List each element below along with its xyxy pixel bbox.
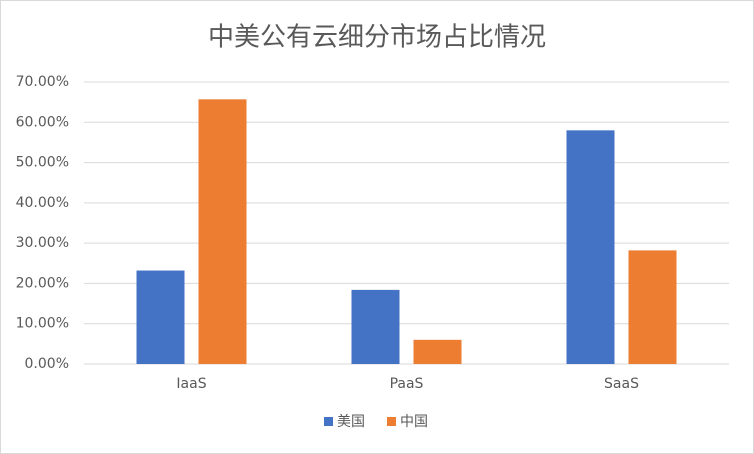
bar — [351, 289, 400, 364]
y-tick-label: 40.00% — [16, 195, 69, 211]
x-tick-label: IaaS — [176, 376, 206, 392]
y-tick-label: 20.00% — [16, 275, 69, 291]
legend-label: 美国 — [337, 414, 365, 430]
x-tick-label: SaaS — [604, 376, 639, 392]
y-tick-label: 30.00% — [16, 235, 69, 251]
legend-swatch — [324, 417, 333, 426]
y-tick-label: 10.00% — [16, 316, 69, 332]
legend-label: 中国 — [400, 414, 428, 430]
bar — [198, 99, 247, 364]
x-tick-label: PaaS — [390, 376, 424, 392]
y-tick-label: 50.00% — [16, 155, 69, 171]
bar — [136, 270, 185, 364]
y-tick-label: 60.00% — [16, 114, 69, 130]
bar — [413, 339, 462, 364]
legend-swatch — [387, 417, 396, 426]
chart-title: 中美公有云细分市场占比情况 — [208, 23, 546, 53]
y-tick-label: 0.00% — [25, 356, 69, 372]
y-tick-label: 70.00% — [16, 74, 69, 90]
bar — [628, 250, 677, 364]
bar — [566, 130, 615, 364]
